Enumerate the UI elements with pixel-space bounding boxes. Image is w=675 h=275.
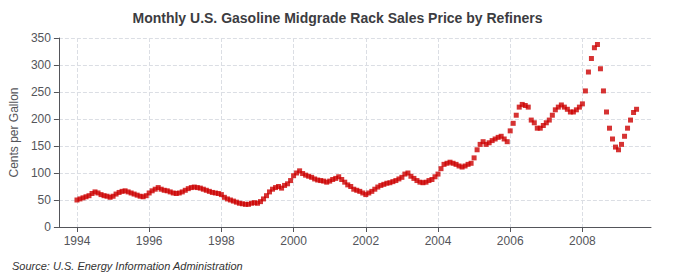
svg-text:100: 100	[31, 166, 51, 180]
svg-text:2008: 2008	[569, 234, 596, 248]
svg-text:2006: 2006	[497, 234, 524, 248]
svg-text:0: 0	[44, 220, 51, 234]
svg-text:300: 300	[31, 58, 51, 72]
svg-text:Monthly U.S. Gasoline Midgrade: Monthly U.S. Gasoline Midgrade Rack Sale…	[132, 10, 542, 26]
svg-text:50: 50	[38, 193, 52, 207]
svg-text:Cents per Gallon: Cents per Gallon	[7, 87, 21, 177]
svg-text:Source: U.S. Energy Informatio: Source: U.S. Energy Information Administ…	[12, 260, 243, 272]
svg-text:250: 250	[31, 85, 51, 99]
svg-text:350: 350	[31, 31, 51, 45]
svg-text:1996: 1996	[136, 234, 163, 248]
svg-text:2000: 2000	[280, 234, 307, 248]
svg-text:200: 200	[31, 112, 51, 126]
svg-text:2002: 2002	[352, 234, 379, 248]
svg-text:150: 150	[31, 139, 51, 153]
svg-text:1994: 1994	[64, 234, 91, 248]
svg-text:2004: 2004	[425, 234, 452, 248]
svg-text:1998: 1998	[208, 234, 235, 248]
